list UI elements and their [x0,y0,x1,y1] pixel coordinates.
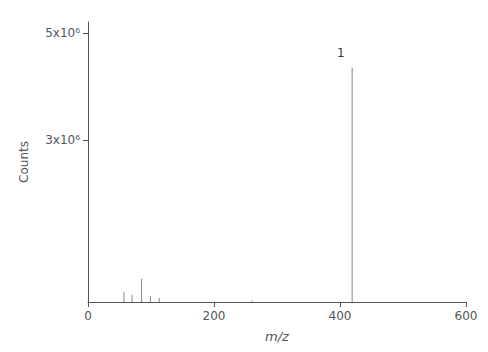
svg-text:3x10⁶: 3x10⁶ [45,133,80,147]
svg-text:600: 600 [455,309,478,323]
svg-text:5x10⁶: 5x10⁶ [45,26,80,40]
svg-text:400: 400 [329,309,352,323]
svg-text:m/z: m/z [265,329,290,344]
svg-text:0: 0 [84,309,92,323]
svg-text:1: 1 [337,46,345,60]
svg-text:Counts: Counts [17,141,31,183]
svg-text:200: 200 [203,309,226,323]
